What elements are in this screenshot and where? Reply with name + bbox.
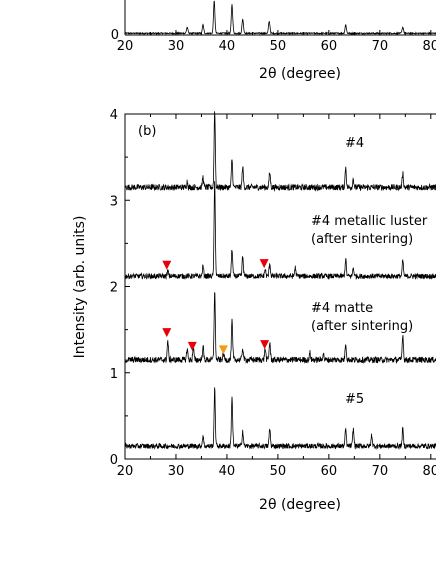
panel-a-x-tick-label: 40 [219,39,236,54]
panel-b-y-axis-title: Intensity (arb. units) [72,216,88,359]
panel-b-y-tick-label: 1 [110,367,118,382]
panel-b-x-tick-label: 50 [270,464,287,479]
panel-a-y-tick-label: 0 [111,28,119,43]
panel-b-label: (b) [138,124,156,139]
peak-marker-triangle [162,260,172,270]
panel-b-x-axis-title: 2θ (degree) [259,497,341,513]
series-label-4-metallic: #4 metallic luster [311,214,428,229]
series-line-0 [124,111,436,192]
panel-b-y-tick-label: 4 [110,108,118,123]
series-label-4: #4 [345,136,364,151]
panel-b-y-tick-label: 3 [110,194,118,209]
peak-marker-triangle [187,341,197,351]
panel-a-axes: 20 30 40 50 60 70 80 0 [111,0,436,54]
panel-b-y-tick-label: 0 [110,453,118,468]
series-line-1 [124,181,436,281]
panel-b-frame [124,113,436,460]
panel-b-x-tick-label: 80 [423,464,436,479]
series-line-2 [124,292,436,364]
series-label-5: #5 [345,392,364,407]
panel-a-x-tick-label: 30 [168,39,185,54]
panel-b-x-tick-label: 40 [219,464,236,479]
series-line-3 [124,387,436,450]
series-label-4-matte: #4 matte [311,301,373,316]
peak-marker-triangle [162,328,172,338]
panel-a-trace [124,0,436,36]
panel-b-traces [124,111,436,450]
panel-b-axes: 20 30 40 50 60 70 80 0 1 2 3 4 [110,108,436,479]
panel-a-x-axis-title: 2θ (degree) [259,66,341,82]
panel-b-markers [162,259,270,355]
panel-a-x-tick-label: 50 [270,39,287,54]
panel-a: 20 30 40 50 60 70 80 0 2θ (degree) [111,0,436,82]
panel-a-x-tick-label: 70 [372,39,389,54]
panel-a-series-line [124,0,436,36]
peak-marker-triangle [259,259,269,269]
panel-a-x-tick-label: 60 [321,39,338,54]
series-label-4-metallic-line2: (after sintering) [311,232,413,247]
panel-b-y-tick-label: 2 [110,281,118,296]
panel-b-x-tick-label: 70 [372,464,389,479]
panel-b-x-tick-label: 30 [168,464,185,479]
panel-b: 20 30 40 50 60 70 80 0 1 2 3 4 (b) #4 #4 metallic l… [72,108,436,513]
panel-b-x-tick-label: 20 [117,464,134,479]
panel-a-x-tick-label: 80 [423,39,436,54]
peak-marker-triangle [218,345,228,355]
peak-marker-triangle [260,340,270,350]
panel-b-x-tick-label: 60 [321,464,338,479]
series-label-4-matte-line2: (after sintering) [311,319,413,334]
panel-a-x-tick-label: 20 [117,39,134,54]
